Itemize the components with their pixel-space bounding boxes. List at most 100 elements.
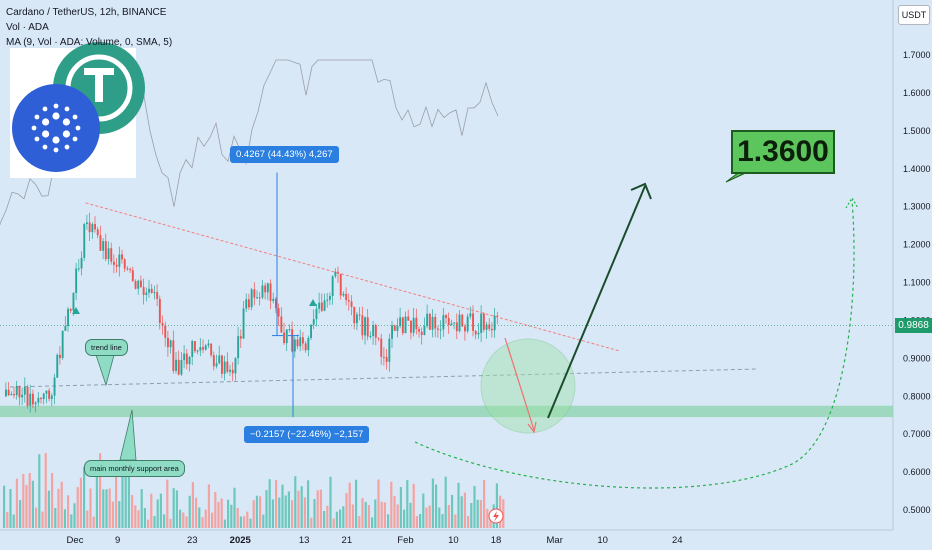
current-price-tag: 0.9868	[895, 318, 932, 333]
volume-bar	[431, 478, 434, 528]
volume-bar	[227, 499, 230, 528]
candle-body	[329, 295, 331, 300]
candle-body	[229, 369, 231, 372]
volume-bar	[217, 501, 220, 528]
volume-bar	[51, 472, 54, 528]
candle-body	[234, 358, 237, 374]
cardano-dot-icon	[52, 136, 60, 144]
volume-bar	[163, 514, 166, 528]
candle-body	[369, 335, 372, 337]
volume-bar	[54, 508, 57, 528]
currency-button[interactable]: USDT	[898, 5, 930, 25]
candle-body	[172, 340, 175, 371]
volume-bar	[300, 486, 303, 528]
candle-body	[204, 345, 207, 350]
volume-bar	[316, 490, 319, 528]
x-tick-label: Dec	[67, 535, 84, 546]
candle-body	[434, 316, 437, 329]
volume-bar	[92, 516, 95, 528]
cardano-dot-icon	[42, 106, 48, 112]
volume-bar	[239, 516, 242, 528]
volume-bar	[131, 495, 134, 528]
candle-body	[123, 259, 126, 269]
drop-arrowhead	[527, 421, 537, 434]
candle-body	[431, 316, 434, 330]
volume-bar	[313, 498, 316, 528]
volume-bar	[460, 496, 463, 528]
candle-body	[356, 314, 358, 324]
candle-body	[358, 314, 361, 316]
volume-bar	[259, 496, 262, 528]
candle-body	[115, 264, 118, 267]
cardano-dot-icon	[34, 114, 40, 120]
candle-body	[94, 224, 96, 230]
candle-body	[210, 343, 213, 356]
cardano-dot-icon	[75, 125, 81, 131]
candle-body	[64, 326, 67, 331]
cardano-dot-icon	[52, 112, 60, 120]
candle-body	[32, 393, 34, 405]
volume-bar	[463, 492, 466, 528]
candle-body	[72, 293, 75, 311]
volume-bar	[63, 509, 66, 528]
candle-body	[458, 314, 461, 332]
x-tick-label: Feb	[397, 535, 413, 546]
candle-body	[226, 361, 229, 372]
cardano-dot-icon	[42, 144, 48, 150]
volume-bar	[95, 472, 98, 528]
volume-bar	[35, 507, 38, 528]
volume-bar	[326, 505, 329, 528]
candle-body	[221, 355, 223, 374]
candle-body	[345, 293, 348, 301]
candle-body	[145, 292, 148, 296]
cardano-dot-icon	[42, 118, 50, 126]
y-tick-label: 1.1000	[903, 278, 931, 288]
volume-bar	[150, 493, 153, 528]
candle-body	[437, 328, 439, 330]
volume-bar	[38, 454, 41, 528]
candle-body	[312, 319, 315, 325]
candle-body	[391, 325, 393, 339]
volume-bar	[233, 487, 236, 528]
volume-bar	[47, 490, 50, 528]
tether-t-stem	[95, 68, 103, 102]
dashed-level-line	[9, 368, 759, 388]
candle-body	[280, 316, 283, 333]
candle-body	[50, 395, 53, 399]
candle-body	[461, 314, 464, 327]
candle-body	[212, 355, 215, 367]
candle-body	[5, 389, 7, 397]
rally-arrow	[547, 185, 646, 419]
volume-bar	[377, 479, 380, 528]
dotted-projection-arc	[414, 199, 855, 489]
candle-body	[472, 313, 474, 331]
volume-bar	[236, 507, 239, 528]
candle-body	[99, 235, 102, 251]
volume-bar	[307, 480, 310, 528]
candle-body	[372, 325, 375, 336]
volume-bar	[31, 480, 34, 528]
candle-body	[407, 316, 410, 321]
candle-body	[326, 299, 329, 301]
volume-bar	[175, 490, 178, 528]
volume-bar	[159, 493, 162, 528]
volume-bar	[41, 511, 44, 528]
cardano-dot-icon	[62, 118, 70, 126]
gain-measure-label: 0.4267 (44.43%) 4,267	[230, 146, 339, 163]
volume-bar	[201, 517, 204, 528]
candle-body	[323, 300, 326, 311]
volume-bar	[195, 497, 198, 528]
candle-body	[464, 326, 466, 332]
candle-body	[291, 329, 294, 352]
candle-body	[415, 317, 418, 330]
candle-body	[347, 300, 350, 302]
trend-note-pointer	[95, 354, 115, 387]
volume-bar	[105, 489, 108, 528]
candle-body	[191, 341, 194, 357]
volume-bar	[495, 483, 498, 528]
x-tick-label: 13	[299, 535, 310, 546]
volume-bar	[28, 472, 31, 528]
candle-body	[67, 309, 69, 327]
